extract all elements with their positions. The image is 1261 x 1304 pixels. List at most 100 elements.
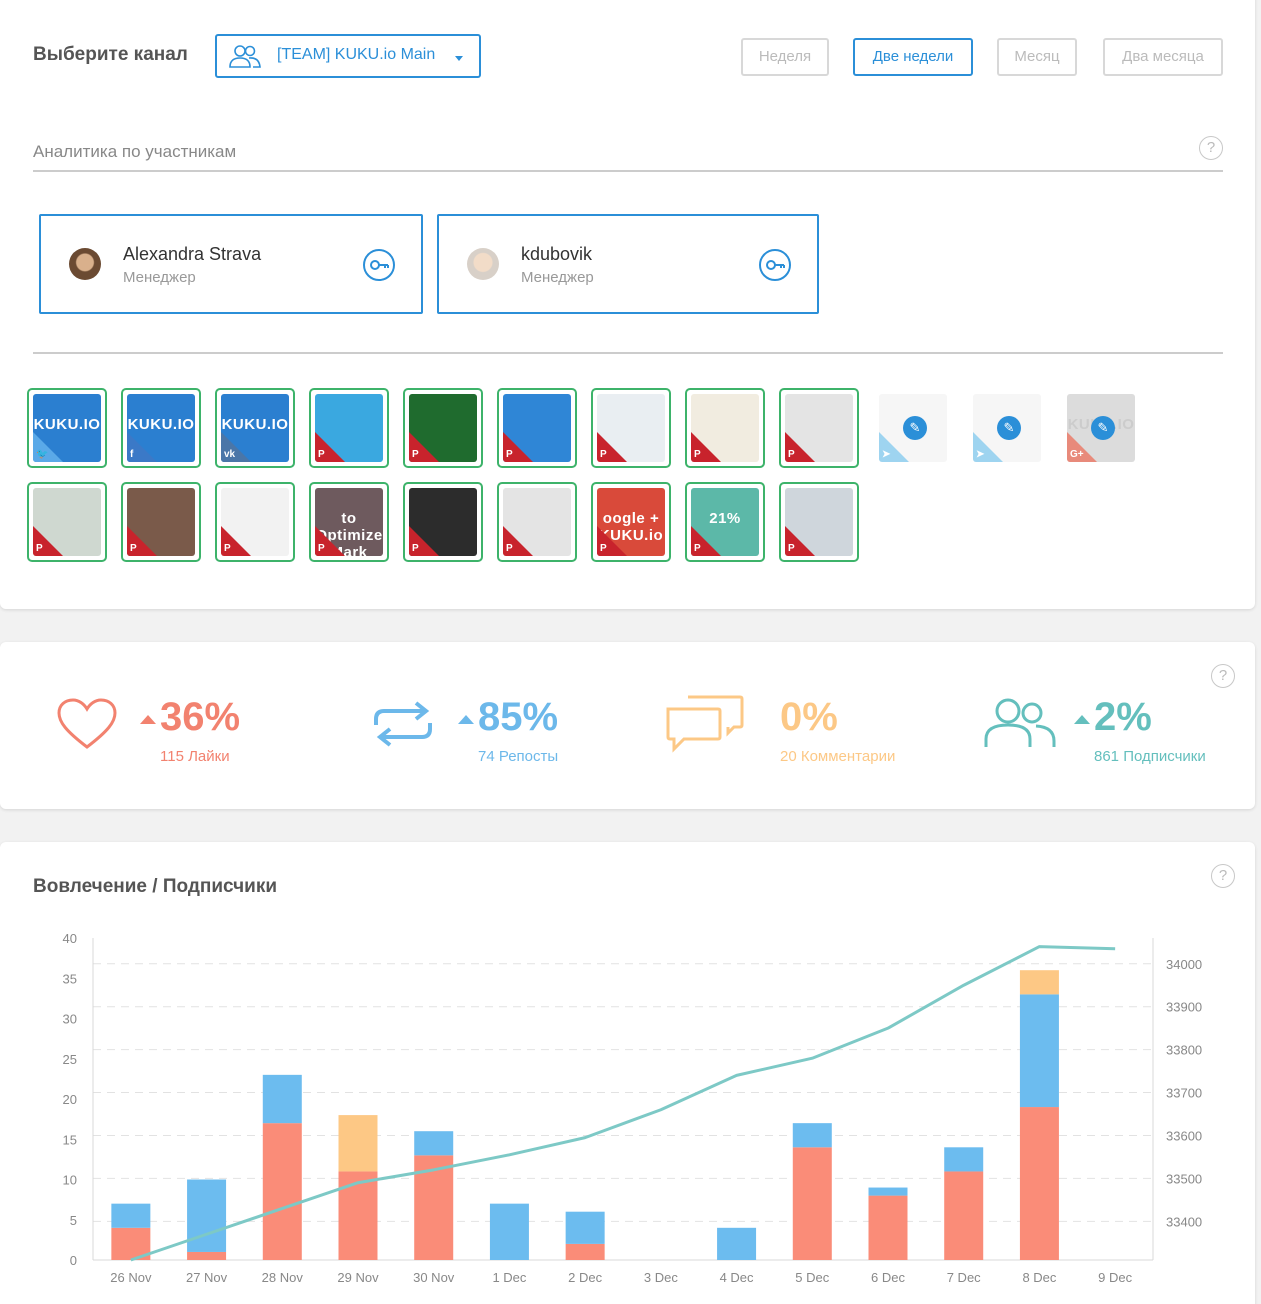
pinterest-icon: P: [788, 543, 795, 554]
y2-tick-label: 33400: [1166, 1214, 1202, 1229]
account-image: P: [785, 394, 853, 462]
member-card[interactable]: kdubovik Менеджер: [437, 214, 819, 314]
bar-segment: [338, 1115, 378, 1172]
divider: [33, 170, 1223, 172]
account-logo-text: 21%: [709, 510, 741, 527]
y-tick-label: 35: [63, 971, 77, 986]
channel-select[interactable]: [TEAM] KUKU.io Main: [215, 34, 481, 78]
y-tick-label: 10: [63, 1173, 77, 1188]
account-tile-telegram[interactable]: ➤ ✎: [967, 388, 1047, 468]
y-tick-label: 0: [70, 1253, 77, 1268]
account-tile-pinterest[interactable]: oogle + KUKU.io P: [591, 482, 671, 562]
y2-tick-label: 34000: [1166, 957, 1202, 972]
bar-segment: [717, 1227, 757, 1260]
account-tile-pinterest[interactable]: P: [779, 482, 859, 562]
bar-segment: [565, 1211, 605, 1244]
comments-count: 20 Комментарии: [780, 748, 896, 765]
account-tile-telegram[interactable]: ➤ ✎: [873, 388, 953, 468]
account-tile-vk[interactable]: KUKU.IO vk: [215, 388, 295, 468]
subscribers-percent: 2%: [1094, 695, 1152, 739]
facebook-badge: [127, 432, 157, 462]
members-section-title: Аналитика по участникам: [33, 142, 237, 161]
help-icon[interactable]: ?: [1211, 864, 1235, 888]
reposts-count: 74 Репосты: [478, 748, 559, 765]
y2-tick-label: 33600: [1166, 1128, 1202, 1143]
pencil-icon[interactable]: ✎: [903, 416, 927, 440]
account-tile-pinterest[interactable]: P: [309, 388, 389, 468]
chevron-down-icon: [455, 56, 463, 61]
member-name: Alexandra Strava: [123, 244, 262, 264]
account-tile-pinterest[interactable]: P: [27, 482, 107, 562]
chart-title: Вовлечение / Подписчики: [33, 876, 278, 897]
trend-up-icon: [1074, 715, 1090, 724]
bar-segment: [262, 1074, 302, 1124]
account-tile-pinterest[interactable]: P: [215, 482, 295, 562]
account-tile-pinterest[interactable]: P: [591, 388, 671, 468]
account-tile-pinterest[interactable]: P: [779, 388, 859, 468]
period-month-button[interactable]: Месяц: [997, 38, 1077, 76]
account-image: P: [503, 394, 571, 462]
account-tile-pinterest[interactable]: P: [121, 482, 201, 562]
pinterest-icon: P: [788, 449, 795, 460]
pinterest-icon: P: [506, 449, 513, 460]
bar-segment: [489, 1203, 529, 1260]
account-image: KUKU.IO vk: [221, 394, 289, 462]
pencil-icon[interactable]: ✎: [1091, 416, 1115, 440]
account-tile-pinterest[interactable]: P: [685, 388, 765, 468]
pinterest-icon: P: [506, 543, 513, 554]
channel-select-value: [TEAM] KUKU.io Main: [277, 46, 436, 63]
key-icon[interactable]: [759, 249, 791, 281]
account-tile-pinterest[interactable]: P: [497, 482, 577, 562]
y-tick-label: 5: [70, 1213, 77, 1228]
pinterest-badge: [127, 526, 157, 556]
period-week-button[interactable]: Неделя: [741, 38, 829, 76]
pinterest-badge: [315, 526, 345, 556]
engagement-chart: 0 5 10 15 20 25 30 35 40 33400 33500 33600 33700 3380…: [63, 931, 1203, 1285]
account-image: ➤ ✎: [879, 394, 947, 462]
y2-tick-label: 33500: [1166, 1171, 1202, 1186]
member-card[interactable]: Alexandra Strava Менеджер: [39, 214, 423, 314]
y2-tick-label: 33700: [1166, 1086, 1202, 1101]
y-tick-label: 40: [63, 931, 77, 946]
x-tick-label: 26 Nov: [110, 1270, 152, 1285]
period-two-months-button[interactable]: Два месяца: [1103, 38, 1223, 76]
x-tick-label: 27 Nov: [186, 1270, 228, 1285]
account-tile-google-plus[interactable]: KUKU.IOG+✎: [1061, 388, 1141, 468]
bar-segment: [187, 1251, 227, 1260]
account-image: KUKU.IOG+✎: [1067, 394, 1135, 462]
pencil-icon[interactable]: ✎: [997, 416, 1021, 440]
account-tile-twitter[interactable]: KUKU.IO 🐦: [27, 388, 107, 468]
pinterest-icon: P: [694, 543, 701, 554]
account-image: 21% P: [691, 488, 759, 556]
y2-tick-label: 33900: [1166, 1000, 1202, 1015]
x-tick-label: 30 Nov: [413, 1270, 455, 1285]
help-icon[interactable]: ?: [1211, 664, 1235, 688]
period-two-weeks-button[interactable]: Две недели: [853, 38, 973, 76]
account-tile-pinterest[interactable]: P: [403, 388, 483, 468]
vk-badge: [221, 432, 251, 462]
telegram-icon: ➤: [976, 449, 985, 460]
account-tile-pinterest[interactable]: to Optimize Mark P: [309, 482, 389, 562]
bar-segment: [262, 1123, 302, 1260]
x-tick-label: 1 Dec: [492, 1270, 526, 1285]
pinterest-badge: [503, 432, 533, 462]
pinterest-icon: P: [412, 449, 419, 460]
account-tile-pinterest[interactable]: P: [403, 482, 483, 562]
telegram-badge: [879, 432, 909, 462]
x-tick-label: 2 Dec: [568, 1270, 602, 1285]
account-image: to Optimize Mark P: [315, 488, 383, 556]
bar-segment: [338, 1171, 378, 1260]
account-tile-pinterest[interactable]: 21% P: [685, 482, 765, 562]
pinterest-badge: [409, 432, 439, 462]
help-icon[interactable]: ?: [1199, 136, 1223, 160]
account-tile-pinterest[interactable]: P: [497, 388, 577, 468]
pinterest-icon: P: [318, 449, 325, 460]
pinterest-badge: [409, 526, 439, 556]
key-icon[interactable]: [363, 249, 395, 281]
bar-segment: [414, 1131, 454, 1156]
avatar: [69, 248, 101, 280]
account-tile-facebook[interactable]: KUKU.IO f: [121, 388, 201, 468]
vk-icon: vk: [224, 449, 236, 460]
google-plus-icon: G+: [1070, 449, 1084, 460]
pinterest-icon: P: [600, 543, 607, 554]
